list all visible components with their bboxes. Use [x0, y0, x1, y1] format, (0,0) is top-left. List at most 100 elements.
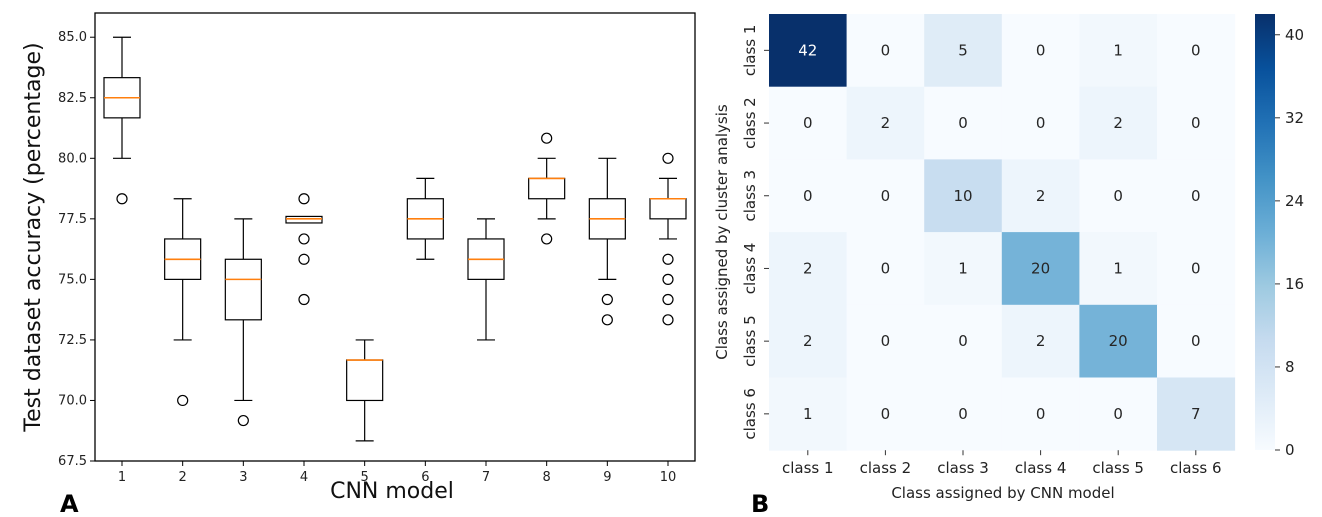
x-tick-label: 3 [239, 470, 247, 485]
panel-label-b: B [751, 490, 769, 517]
box-body [528, 177, 566, 200]
heatmap-cell-value: 1 [1113, 41, 1123, 59]
x-tick-label: 8 [543, 470, 551, 485]
heatmap-cell [924, 377, 1003, 451]
heatmap-cell-value: 0 [881, 187, 891, 205]
y-tick-label: 82.5 [58, 91, 87, 106]
heatmap-cell-value: 0 [1191, 259, 1201, 277]
boxplot-axes-frame [94, 12, 696, 462]
heatmap-cell-value: 2 [881, 114, 891, 132]
colorbar-tick-label: 8 [1285, 358, 1295, 376]
heatmap-cell [924, 159, 1003, 233]
box-10 [649, 152, 687, 326]
heatmap-cell [769, 232, 848, 306]
heatmap-cell-value: 0 [1191, 332, 1201, 350]
outlier-point [298, 293, 310, 306]
heatmap-cell [1157, 232, 1236, 306]
box-2 [164, 198, 202, 407]
heatmap-cell [1001, 232, 1080, 306]
y-tick-label: 67.5 [58, 454, 87, 469]
outlier-point [177, 394, 189, 407]
heatmap-cell-value: 42 [798, 41, 817, 59]
box-body [346, 359, 384, 402]
heatmap-cell [1157, 86, 1236, 160]
y-tick-label: 85.0 [58, 30, 87, 45]
outlier-point [601, 314, 613, 326]
box-4 [285, 193, 323, 306]
heatmap-cell-value: 0 [1113, 187, 1123, 205]
y-tick-label: 70.0 [58, 393, 87, 408]
heatmap-cell [769, 14, 848, 88]
heatmap-cell-value: 0 [1036, 405, 1046, 423]
outlier-point [662, 152, 674, 164]
heatmap-cell-value: 2 [1036, 187, 1046, 205]
colorbar-tick-label: 0 [1285, 441, 1295, 459]
heatmap-cell [1157, 377, 1236, 451]
heatmap-cell [924, 86, 1003, 160]
outlier-point [601, 293, 613, 306]
outlier-point [662, 293, 674, 306]
box-body [649, 198, 687, 220]
outlier-point [116, 193, 128, 205]
heatmap-cell [1001, 159, 1080, 233]
outlier-point [662, 273, 674, 285]
heatmap-cell [1001, 377, 1080, 451]
heatmap-cell [1001, 304, 1080, 378]
heatmap-cell [769, 304, 848, 378]
box-body [224, 258, 262, 321]
x-tick-label: class 3 [937, 459, 989, 477]
heatmap-cell [1001, 86, 1080, 160]
heatmap-cell [1079, 232, 1158, 306]
heatmap-cell-value: 0 [1036, 114, 1046, 132]
heatmap-cell [1079, 86, 1158, 160]
heatmap-cell-value: 5 [958, 41, 968, 59]
heatmap-cell-value: 0 [881, 405, 891, 423]
heatmap-cell [1157, 304, 1236, 378]
y-tick-label: class 1 [741, 25, 759, 77]
boxplot-panel: 67.5 70.0 72.5 75.0 77.5 80.0 82.5 85.0 1 2 3 4 5 6 7 8… [21, 12, 696, 517]
y-tick-label: class 5 [741, 315, 759, 367]
box-6 [406, 177, 444, 260]
heatmap-cell-value: 0 [881, 332, 891, 350]
heatmap-cell [1079, 14, 1158, 88]
heatmap-cell-value: 0 [958, 114, 968, 132]
heatmap-cell-value: 0 [881, 41, 891, 59]
heatmap-cell-value: 20 [1031, 259, 1050, 277]
outlier-point [298, 193, 310, 205]
box-8 [528, 132, 566, 245]
box-1 [103, 36, 141, 205]
x-tick-label: class 1 [782, 459, 834, 477]
box-3 [224, 218, 262, 427]
heatmap-cell-value: 0 [1191, 187, 1201, 205]
y-tick-label: class 3 [741, 170, 759, 222]
heatmap-cell [846, 86, 925, 160]
outlier-point [298, 233, 310, 245]
x-tick-label: class 5 [1092, 459, 1144, 477]
x-tick-label: 5 [361, 470, 369, 485]
heatmap-y-axis-label: Class assigned by cluster analysis [713, 104, 731, 360]
heatmap-cell-value: 7 [1191, 405, 1201, 423]
heatmap-cell-value: 1 [958, 259, 968, 277]
y-tick-label: 77.5 [58, 212, 87, 227]
heatmap-x-axis-label: Class assigned by CNN model [891, 484, 1114, 502]
heatmap-cell [846, 377, 925, 451]
x-tick-label: 10 [660, 470, 677, 485]
y-tick-label: 75.0 [58, 272, 87, 287]
heatmap-cell-value: 0 [1191, 41, 1201, 59]
colorbar-tick-label: 24 [1285, 192, 1304, 210]
heatmap-cell-value: 1 [803, 405, 813, 423]
heatmap-cell-value: 2 [803, 332, 813, 350]
heatmap-cell [1001, 14, 1080, 88]
box-body [285, 215, 323, 224]
heatmap-cell-value: 20 [1109, 332, 1128, 350]
colorbar-tick-label: 16 [1285, 275, 1304, 293]
heatmap-cell-value: 0 [803, 187, 813, 205]
boxplot-y-axis-label: Test dataset accuracy (percentage) [21, 42, 46, 432]
box-7 [467, 218, 505, 341]
heatmap-cell-value: 0 [1113, 405, 1123, 423]
heatmap-cell [924, 304, 1003, 378]
x-tick-label: class 6 [1170, 459, 1222, 477]
y-tick-label: class 6 [741, 388, 759, 440]
y-tick-label: class 2 [741, 97, 759, 149]
